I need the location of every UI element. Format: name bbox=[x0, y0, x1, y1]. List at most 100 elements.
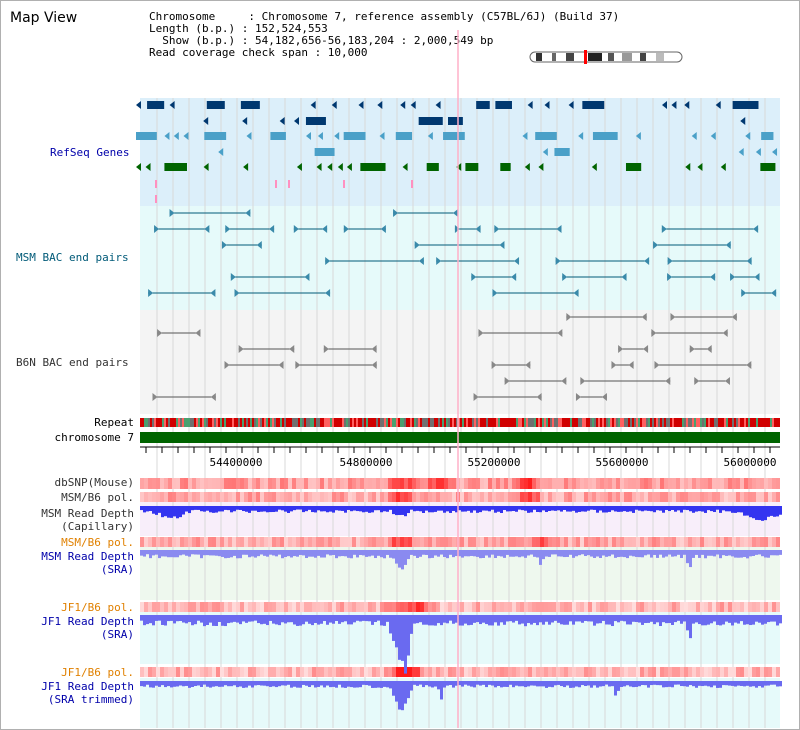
depth-bar bbox=[512, 615, 515, 623]
strip-cell bbox=[472, 537, 476, 547]
strip-cell bbox=[400, 492, 404, 502]
repeat-segment bbox=[620, 418, 622, 427]
msm-depth-capillary[interactable] bbox=[140, 506, 782, 521]
depth-bar bbox=[710, 615, 713, 624]
bac-end bbox=[670, 313, 676, 321]
strip-cell bbox=[596, 478, 600, 489]
track-label-msm-bac[interactable]: MSM BAC end pairs bbox=[16, 251, 129, 264]
depth-bar bbox=[248, 550, 251, 558]
depth-bar bbox=[470, 506, 473, 513]
strip-cell bbox=[544, 602, 548, 612]
strip-cell bbox=[240, 602, 244, 612]
track-label-msm-depth-sra[interactable]: MSM Read Depth bbox=[41, 550, 134, 563]
strip-cell bbox=[564, 492, 568, 502]
repeat-segment bbox=[516, 418, 518, 427]
msm-bac-features[interactable] bbox=[148, 209, 777, 297]
repeat-segment bbox=[204, 418, 206, 427]
strip-cell bbox=[272, 602, 276, 612]
repeat-segment bbox=[434, 418, 436, 427]
strip-cell bbox=[364, 537, 368, 547]
chromosome-bar[interactable] bbox=[140, 432, 780, 443]
depth-bar bbox=[527, 681, 530, 687]
strip-cell bbox=[408, 602, 412, 612]
depth-bar bbox=[197, 550, 200, 555]
repeat-segment bbox=[510, 418, 512, 427]
track-label-refseq[interactable]: RefSeq Genes bbox=[50, 146, 130, 159]
depth-bar bbox=[146, 550, 149, 555]
depth-bar bbox=[707, 681, 710, 687]
strip-cell bbox=[404, 492, 408, 502]
track-label-msm-depth-cap[interactable]: MSM Read Depth bbox=[41, 507, 134, 520]
repeat-segment bbox=[656, 418, 658, 427]
track-label-jf1-b6-pol[interactable]: JF1/B6 pol. bbox=[61, 601, 134, 614]
repeat-segment bbox=[402, 418, 404, 427]
strip-cell bbox=[564, 478, 568, 489]
track-label-msm-b6-pol[interactable]: MSM/B6 pol. bbox=[61, 491, 134, 504]
b6n-bac-features[interactable] bbox=[152, 313, 752, 401]
depth-bar bbox=[197, 681, 200, 686]
bac-end bbox=[504, 377, 510, 385]
depth-bar bbox=[767, 615, 770, 623]
msm-b6-pol-strip-1[interactable] bbox=[140, 492, 780, 502]
track-label-jf1-depth-sra[interactable]: JF1 Read Depth bbox=[41, 615, 134, 628]
depth-bar bbox=[446, 681, 449, 686]
strip-cell bbox=[464, 667, 468, 677]
repeat-track[interactable] bbox=[140, 418, 780, 427]
strip-cell bbox=[740, 478, 744, 489]
depth-bar bbox=[608, 615, 611, 625]
strip-cell bbox=[184, 478, 188, 489]
depth-bar bbox=[326, 550, 329, 555]
msm-depth-sra[interactable] bbox=[140, 550, 782, 570]
gene-arrow bbox=[671, 101, 677, 109]
depth-bar bbox=[308, 615, 311, 624]
depth-bar bbox=[713, 550, 716, 557]
track-label-dbsnp[interactable]: dbSNP(Mouse) bbox=[54, 476, 134, 489]
refseq-features[interactable] bbox=[136, 101, 778, 203]
track-label-chromosome[interactable]: chromosome 7 bbox=[54, 431, 134, 444]
strip-cell bbox=[568, 492, 572, 502]
depth-bar bbox=[716, 681, 719, 688]
dbsnp-strip[interactable] bbox=[140, 478, 780, 489]
track-label-repeat[interactable]: Repeat bbox=[94, 416, 134, 429]
depth-bar bbox=[482, 615, 485, 623]
jf1-b6-pol-strip-1[interactable] bbox=[140, 602, 780, 612]
repeat-segment bbox=[596, 418, 598, 427]
chromosome-ideogram[interactable] bbox=[529, 50, 683, 64]
repeat-segment bbox=[672, 418, 674, 427]
depth-bar bbox=[494, 681, 497, 688]
depth-bar bbox=[626, 681, 629, 686]
strip-cell bbox=[300, 667, 304, 677]
strip-cell bbox=[168, 602, 172, 612]
strip-cell bbox=[520, 602, 524, 612]
track-label-msm-b6-pol-2[interactable]: MSM/B6 pol. bbox=[61, 536, 134, 549]
msm-b6-pol-strip-2[interactable] bbox=[140, 537, 780, 547]
depth-bar bbox=[569, 550, 572, 555]
depth-bar bbox=[191, 550, 194, 555]
strip-cell bbox=[508, 667, 512, 677]
track-label-jf1-depth-trim-sub: (SRA trimmed) bbox=[47, 693, 134, 706]
depth-bar bbox=[518, 506, 521, 510]
depth-bar bbox=[434, 550, 437, 556]
strip-cell bbox=[284, 492, 288, 502]
track-label-jf1-depth-trim[interactable]: JF1 Read Depth bbox=[41, 680, 134, 693]
depth-bar bbox=[398, 550, 401, 568]
repeat-segment bbox=[460, 418, 462, 427]
strip-cell bbox=[656, 492, 660, 502]
depth-bar bbox=[371, 681, 374, 688]
strip-cell bbox=[424, 492, 428, 502]
track-label-b6n-bac[interactable]: B6N BAC end pairs bbox=[16, 356, 129, 369]
depth-bar bbox=[458, 615, 461, 626]
track-label-jf1-b6-pol-2[interactable]: JF1/B6 pol. bbox=[61, 666, 134, 679]
strip-cell bbox=[568, 602, 572, 612]
depth-bar bbox=[629, 615, 632, 625]
strip-cell bbox=[636, 602, 640, 612]
jf1-depth-sra-trimmed[interactable] bbox=[140, 681, 782, 711]
strip-cell bbox=[716, 602, 720, 612]
repeat-segment bbox=[364, 418, 366, 427]
depth-bar bbox=[278, 506, 281, 510]
jf1-depth-sra[interactable] bbox=[140, 615, 782, 674]
depth-bar bbox=[203, 506, 206, 512]
depth-bar bbox=[584, 615, 587, 621]
jf1-b6-pol-strip-2[interactable] bbox=[140, 667, 780, 677]
